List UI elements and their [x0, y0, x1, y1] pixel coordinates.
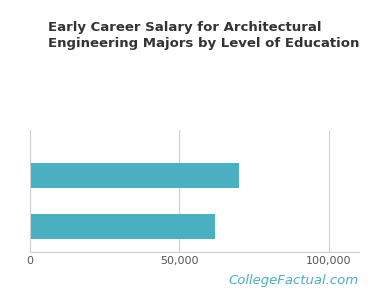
Text: CollegeFactual.com: CollegeFactual.com	[229, 274, 359, 287]
Bar	[30, 163, 239, 188]
Text: Early Career Salary for Architectural
Engineering Majors by Level of Education: Early Career Salary for Architectural En…	[48, 21, 360, 50]
Bar	[30, 214, 215, 239]
